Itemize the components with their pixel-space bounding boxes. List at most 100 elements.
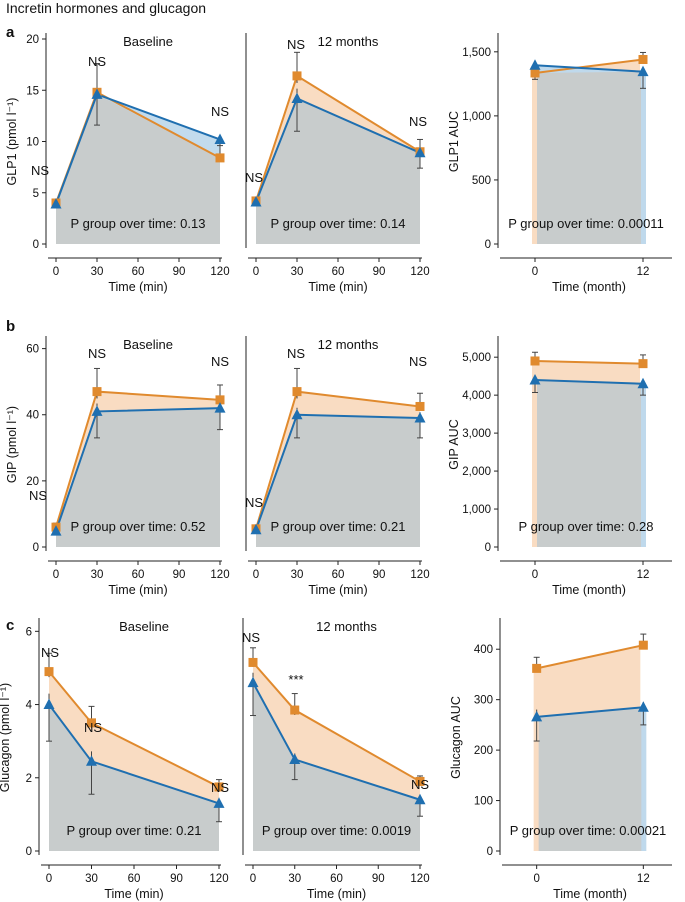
y-axis-label: Glucagon AUC <box>449 696 463 779</box>
series-line-orange <box>534 58 644 74</box>
y-tick-label: 0 <box>33 542 39 554</box>
marker-blue <box>637 65 649 77</box>
y-axis-label: GLP1 (pmol l⁻¹) <box>5 98 19 186</box>
marker-orange <box>214 782 224 792</box>
x-axis-label: Time (month) <box>553 887 627 901</box>
marker-blue <box>250 523 262 535</box>
marker-blue <box>291 408 303 420</box>
marker-blue <box>414 412 426 423</box>
x-tick-label: 90 <box>373 266 386 278</box>
marker-orange <box>87 718 96 728</box>
area-overlap <box>253 682 420 851</box>
y-tick-label: 0 <box>485 542 491 554</box>
panel-letter-a: a <box>6 24 15 41</box>
significance-label: NS <box>287 37 305 52</box>
x-tick-label: 120 <box>410 569 429 581</box>
x-tick-label: 60 <box>332 569 345 581</box>
panel-letter-c: c <box>6 617 15 634</box>
y-axis-label: Glucagon (pmol l⁻¹) <box>0 683 12 792</box>
y-tick-label: 20 <box>26 476 39 488</box>
y-tick-label: 10 <box>26 137 39 149</box>
marker-orange <box>530 68 540 78</box>
chart-title: 12 months <box>318 337 379 352</box>
p-group-text: P group over time: 0.21 <box>271 519 406 534</box>
y-tick-label: 15 <box>26 85 39 97</box>
y-tick-label: 500 <box>472 175 491 187</box>
p-group-text: P group over time: 0.14 <box>271 216 406 231</box>
marker-blue <box>531 710 543 722</box>
x-tick-label: 0 <box>53 569 59 581</box>
marker-blue <box>43 698 55 710</box>
series-line-orange <box>536 644 644 670</box>
x-tick-label: 60 <box>332 266 345 278</box>
p-group-text: P group over time: 0.28 <box>519 519 654 534</box>
marker-blue <box>637 377 649 389</box>
marker-orange <box>292 387 302 397</box>
marker-orange <box>638 640 648 650</box>
marker-orange <box>415 776 425 786</box>
chart-title: Baseline <box>123 34 173 49</box>
x-axis-label: Time (min) <box>308 280 367 294</box>
x-tick-label: 120 <box>209 873 228 885</box>
y-axis-label: GIP (pmol l⁻¹) <box>5 406 19 483</box>
marker-blue <box>50 198 62 209</box>
significance-label: NS <box>31 163 49 178</box>
x-axis-label: Time (min) <box>307 887 366 901</box>
marker-orange <box>638 359 648 369</box>
x-tick-label: 0 <box>533 873 539 885</box>
marker-orange <box>215 395 225 405</box>
y-tick-label: 0 <box>26 846 32 858</box>
marker-blue <box>91 88 103 99</box>
x-tick-label: 30 <box>91 569 104 581</box>
y-tick-label: 40 <box>26 410 39 422</box>
x-tick-label: 0 <box>253 569 259 581</box>
marker-blue <box>637 701 649 712</box>
x-tick-label: 0 <box>46 873 52 885</box>
series-line-blue <box>534 64 644 73</box>
x-tick-label: 0 <box>250 873 256 885</box>
x-tick-label: 120 <box>410 873 429 885</box>
chart-title: 12 months <box>316 619 377 634</box>
x-tick-label: 30 <box>288 873 301 885</box>
marker-blue <box>414 146 426 158</box>
x-tick-label: 120 <box>210 569 229 581</box>
significance-label: NS <box>41 645 59 660</box>
x-tick-label: 30 <box>291 569 304 581</box>
p-group-text: P group over time: 0.13 <box>71 216 206 231</box>
marker-blue <box>214 133 226 144</box>
x-tick-label: 90 <box>170 873 183 885</box>
marker-blue <box>291 92 303 103</box>
marker-orange <box>290 705 300 715</box>
x-tick-label: 90 <box>372 873 385 885</box>
area-overlap <box>537 379 641 547</box>
x-tick-label: 60 <box>128 873 141 885</box>
y-tick-label: 5 <box>33 188 39 200</box>
y-tick-label: 100 <box>474 796 493 808</box>
area-overlap <box>56 94 220 244</box>
x-tick-label: 0 <box>53 266 59 278</box>
marker-orange <box>532 663 542 673</box>
area-overlap <box>49 704 219 851</box>
p-group-text: P group over time: 0.21 <box>67 823 202 838</box>
significance-label: *** <box>288 672 303 687</box>
chart-a2: 0 30 60 90 120 Time (min) 12 months NS NS NS <box>245 33 430 294</box>
significance-label: NS <box>287 346 305 361</box>
y-axis-label: GIP AUC <box>447 419 461 469</box>
x-axis-label: Time (month) <box>552 583 626 597</box>
x-tick-label: 60 <box>132 266 145 278</box>
x-tick-label: 30 <box>291 266 304 278</box>
significance-label: NS <box>88 54 106 69</box>
significance-label: NS <box>84 720 102 735</box>
significance-label: NS <box>29 488 47 503</box>
x-tick-label: 0 <box>253 266 259 278</box>
x-tick-label: 120 <box>410 266 429 278</box>
y-axis-label: GLP1 AUC <box>447 111 461 172</box>
x-tick-label: 12 <box>637 266 650 278</box>
significance-label: NS <box>245 170 263 185</box>
x-tick-label: 120 <box>210 266 229 278</box>
y-tick-label: 6 <box>26 626 32 638</box>
series-line-blue <box>536 706 644 718</box>
x-tick-label: 30 <box>91 266 104 278</box>
chart-title: Baseline <box>119 619 169 634</box>
x-tick-label: 90 <box>173 266 186 278</box>
